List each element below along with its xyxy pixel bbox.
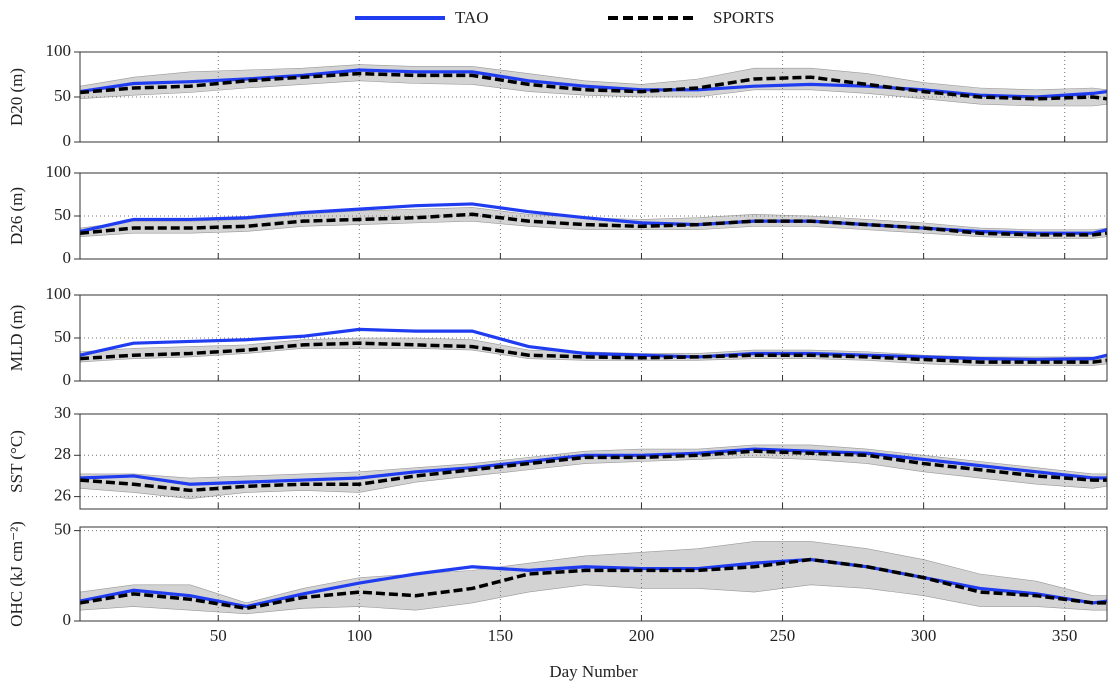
plot-frame xyxy=(79,294,1108,382)
y-tick-label: 26 xyxy=(54,486,71,505)
legend-label: SPORTS xyxy=(713,8,774,27)
x-tick-label: 300 xyxy=(911,626,937,645)
y-tick-label: 50 xyxy=(54,86,71,105)
spread-band xyxy=(79,207,1108,239)
series-line xyxy=(79,447,1107,486)
y-axis-label: OHC (kJ cm⁻²) xyxy=(7,521,26,627)
y-tick-label: 0 xyxy=(63,610,72,629)
series-line xyxy=(79,212,1108,237)
series-line xyxy=(79,327,1108,362)
series-line xyxy=(79,557,1108,609)
series-line xyxy=(79,71,1108,101)
plot-frame xyxy=(79,51,1108,143)
x-tick-label: 150 xyxy=(488,626,514,645)
spread-band xyxy=(79,444,1108,499)
y-tick-label: 100 xyxy=(46,162,72,181)
y-tick-label: 50 xyxy=(54,327,71,346)
x-tick-label: 100 xyxy=(347,626,373,645)
x-tick-label: 50 xyxy=(210,626,227,645)
y-axis-label: MLD (m) xyxy=(7,305,26,372)
y-tick-label: 30 xyxy=(54,403,71,422)
plot-frame xyxy=(79,526,1108,622)
y-tick-label: 0 xyxy=(63,370,72,389)
plot-frame xyxy=(79,413,1108,510)
y-axis-label: SST (°C) xyxy=(7,430,26,493)
y-tick-label: 50 xyxy=(54,205,71,224)
y-axis-label: D26 (m) xyxy=(7,187,26,245)
y-tick-label: 100 xyxy=(46,41,72,60)
y-tick-label: 0 xyxy=(63,248,72,267)
x-tick-label: 250 xyxy=(770,626,796,645)
legend-label: TAO xyxy=(455,8,489,27)
y-axis-label: D20 (m) xyxy=(7,68,26,126)
y-tick-label: 0 xyxy=(63,131,72,150)
series-line xyxy=(79,557,1107,611)
y-tick-label: 100 xyxy=(46,284,72,303)
series-line xyxy=(79,449,1107,493)
y-tick-label: 28 xyxy=(54,444,71,463)
series-line xyxy=(79,68,1108,99)
series-line xyxy=(79,341,1108,364)
x-tick-label: 200 xyxy=(629,626,655,645)
x-axis-label: Day Number xyxy=(549,662,638,681)
plot-frame xyxy=(79,172,1108,260)
x-tick-label: 350 xyxy=(1052,626,1078,645)
y-tick-label: 50 xyxy=(54,520,71,539)
